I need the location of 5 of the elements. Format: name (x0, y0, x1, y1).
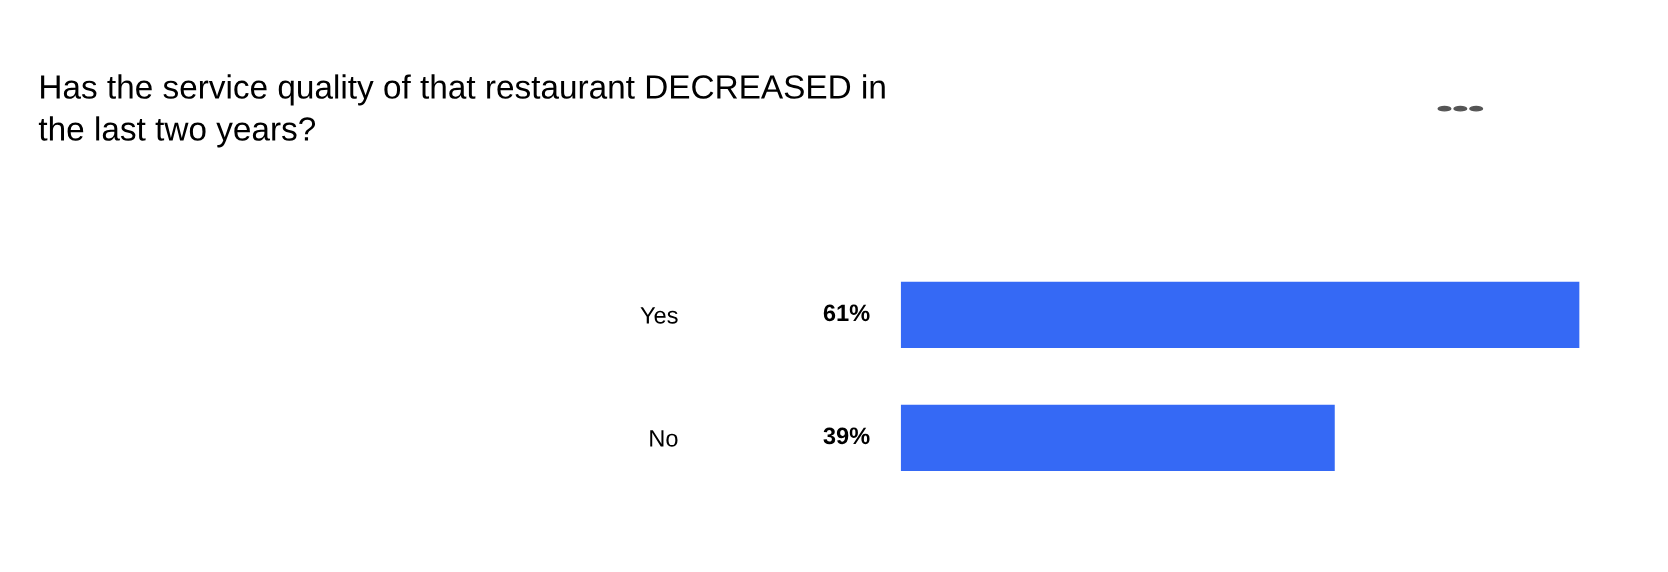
y-tick-label: No (650, 430, 678, 447)
text: Has the service quality of that restaurant DECREASED in the last two years? (38, 74, 885, 148)
data-label: 61% (823, 304, 870, 322)
y-tick-label: Yes (640, 307, 678, 324)
data-label: 39% (823, 427, 870, 445)
